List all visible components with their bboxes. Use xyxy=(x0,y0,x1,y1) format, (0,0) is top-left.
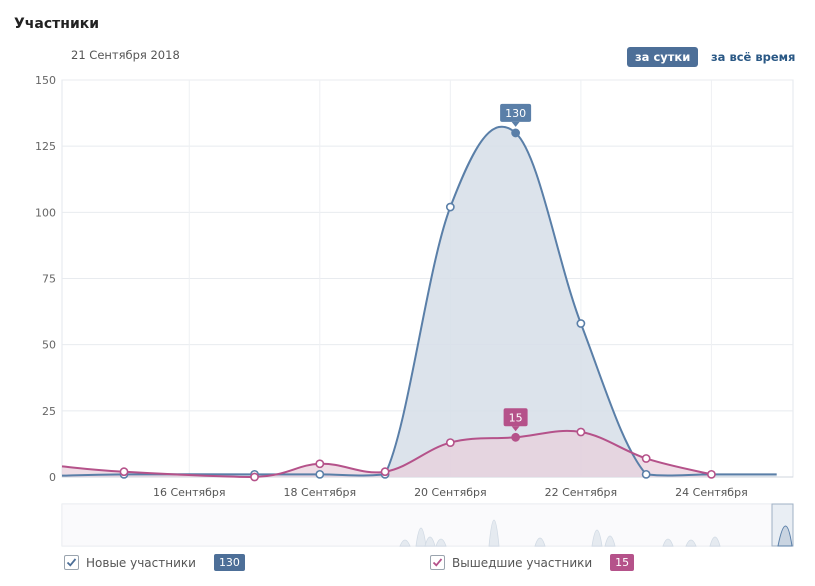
navigator-spike xyxy=(685,539,697,547)
x-tick-label: 18 Сентября xyxy=(284,486,357,499)
y-tick-label: 75 xyxy=(42,273,56,286)
page-title: Участники xyxy=(14,16,100,32)
period-day-button[interactable]: за сутки xyxy=(627,47,699,67)
legend-left-label: Вышедшие участники xyxy=(452,555,593,570)
y-tick-label: 0 xyxy=(49,471,56,484)
y-tick-label: 25 xyxy=(42,405,56,418)
navigator-spike xyxy=(488,519,500,547)
navigator-spike xyxy=(534,537,546,547)
y-tick-label: 100 xyxy=(35,206,56,219)
period-all-time-button[interactable]: за всё время xyxy=(711,50,796,64)
point-left xyxy=(707,469,716,479)
x-tick-label: 20 Сентября xyxy=(414,486,487,499)
series-points xyxy=(119,128,716,482)
series-areas xyxy=(62,126,777,478)
point-new xyxy=(511,128,521,138)
navigator-spike xyxy=(709,536,721,547)
point-left xyxy=(119,467,129,477)
highlight-pointer-new xyxy=(511,121,520,127)
point-left xyxy=(576,427,586,437)
navigator-spike xyxy=(591,529,603,547)
point-left xyxy=(445,438,455,447)
legend-left-members[interactable]: Вышедшие участники 15 xyxy=(430,554,635,571)
legend-left-value: 15 xyxy=(610,554,635,571)
y-tick-label: 50 xyxy=(42,339,56,352)
y-tick-label: 150 xyxy=(35,74,56,87)
area-new xyxy=(62,126,777,478)
x-tick-label: 24 Сентября xyxy=(675,486,748,499)
navigator-spike xyxy=(435,538,447,547)
navigator-spike xyxy=(662,538,674,547)
navigator-spike xyxy=(424,536,436,547)
legend-new-value: 130 xyxy=(213,554,245,571)
highlight-pointer-left xyxy=(511,426,520,432)
x-tick-label: 16 Сентября xyxy=(153,486,226,499)
range-navigator xyxy=(61,503,794,547)
x-axis-ticks: 16 Сентября 18 Сентября 20 Сентября 22 Сент… xyxy=(153,486,748,499)
highlight-value-left: 15 xyxy=(509,411,523,424)
legend-new-members[interactable]: Новые участники 130 xyxy=(64,554,245,571)
y-axis-ticks: 0 25 50 75 100 125 150 xyxy=(35,74,56,484)
point-new xyxy=(576,319,586,328)
point-new xyxy=(315,469,325,479)
point-new xyxy=(641,469,651,479)
checkbox-icon[interactable] xyxy=(430,555,445,570)
selected-date: 21 Сентября 2018 xyxy=(71,48,180,62)
legend-new-label: Новые участники xyxy=(86,555,196,570)
point-left xyxy=(315,459,325,469)
x-tick-label: 22 Сентября xyxy=(545,486,618,499)
point-left xyxy=(380,467,390,477)
highlight-badge-new xyxy=(500,103,532,122)
navigator-dim xyxy=(62,504,772,546)
line-left xyxy=(61,429,712,479)
navigator-spike xyxy=(604,535,616,547)
point-left xyxy=(250,472,259,482)
area-left xyxy=(62,430,712,477)
highlight-badge-left xyxy=(503,408,528,427)
highlight-labels: 130 15 xyxy=(500,103,532,432)
navigator-window-spike xyxy=(777,525,793,547)
point-left xyxy=(641,454,651,463)
y-tick-label: 125 xyxy=(35,140,56,153)
point-left xyxy=(511,432,521,442)
highlight-value-new: 130 xyxy=(505,107,526,120)
checkbox-icon[interactable] xyxy=(64,555,79,570)
point-new xyxy=(445,202,455,212)
navigator-spike xyxy=(399,539,411,547)
